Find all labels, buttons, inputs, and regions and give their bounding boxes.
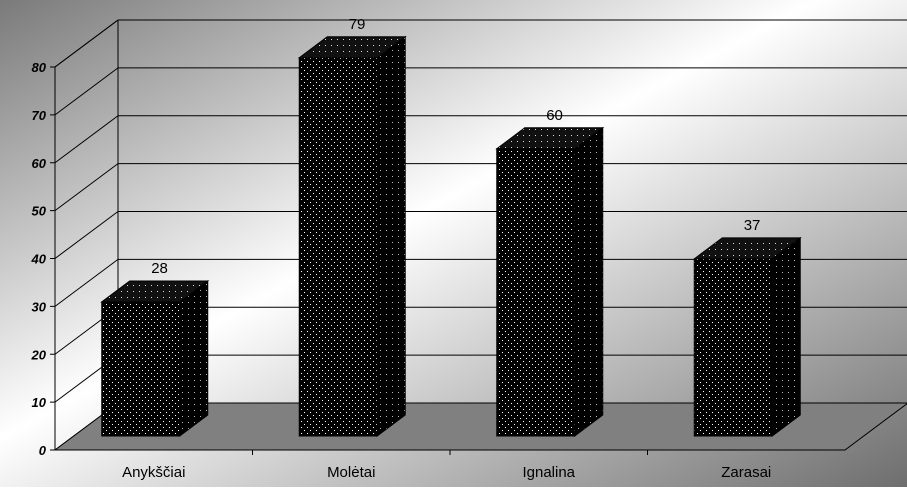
bar-side-face — [376, 35, 406, 437]
gridline-side — [54, 115, 119, 164]
bar — [692, 236, 802, 437]
bar — [100, 279, 210, 437]
y-tick-label: 60 — [32, 156, 47, 171]
bar-side-face — [771, 236, 801, 437]
bar-front-face — [298, 57, 378, 437]
y-axis-ticks: 0 10 20 30 40 50 60 70 80 — [31, 60, 55, 458]
x-tick-label: Zarasai — [721, 464, 771, 481]
gridline-side — [54, 211, 119, 259]
bar-side-face — [179, 279, 209, 437]
y-tick-label: 20 — [31, 347, 47, 362]
bar-front-face — [101, 301, 181, 437]
y-tick-label: 80 — [32, 60, 47, 75]
data-label: 60 — [546, 107, 563, 124]
data-label: 37 — [744, 217, 761, 234]
gridline-side — [54, 19, 119, 68]
bar — [495, 126, 605, 437]
data-labels: 28 79 60 37 — [151, 16, 760, 277]
y-tick-label: 50 — [32, 204, 47, 219]
x-tick-label: Ignalina — [522, 464, 575, 481]
bar-front-face — [496, 148, 576, 437]
bars — [100, 35, 802, 437]
data-label: 79 — [349, 16, 366, 33]
x-tick-label: Molėtai — [327, 464, 375, 481]
gridline-side — [54, 67, 119, 116]
x-axis-ticks: Anykščiai Molėtai Ignalina Zarasai — [122, 450, 771, 481]
y-tick-label: 70 — [32, 108, 47, 123]
bar-side-face — [574, 126, 604, 437]
bar-front-face — [693, 258, 773, 437]
gridline-side — [54, 258, 119, 307]
y-tick-label: 0 — [39, 443, 47, 458]
bar — [297, 35, 407, 437]
gridline-side — [54, 163, 119, 212]
data-label: 28 — [151, 260, 168, 277]
x-tick-label: Anykščiai — [122, 464, 185, 481]
y-tick-label: 30 — [32, 299, 47, 314]
y-tick-label: 10 — [32, 395, 47, 410]
y-tick-label: 40 — [31, 252, 47, 267]
